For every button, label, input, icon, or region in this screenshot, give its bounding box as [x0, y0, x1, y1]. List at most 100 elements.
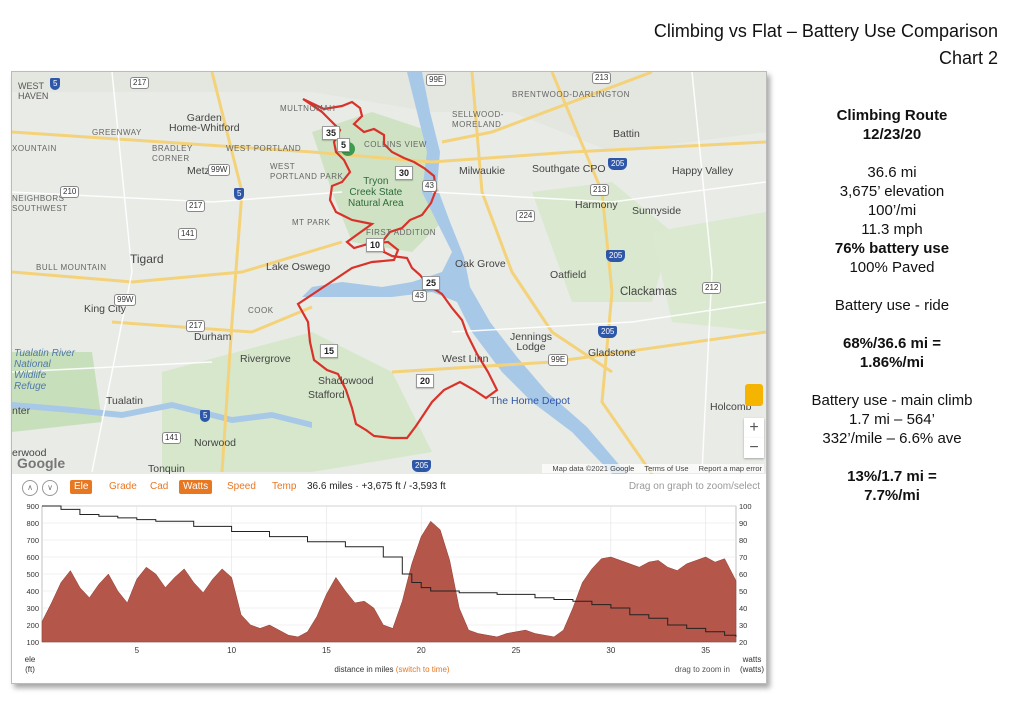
map-label-brentwood: BRENTWOOD-DARLINGTON — [512, 90, 630, 99]
elevation-profile-chart[interactable]: 900 800 700 600 500 400 300 200 100 100 90 80 70 60 50… — [12, 500, 766, 683]
tab-speed[interactable]: Speed — [227, 481, 256, 492]
mile-marker-15[interactable]: 15 — [320, 344, 339, 358]
map-label-gladstone: Gladstone — [588, 347, 636, 359]
x-axis-label: distance in miles — [334, 665, 393, 674]
route-elevation: 3,675’ elevation — [839, 183, 945, 200]
highway-shield-217: 217 — [130, 77, 150, 89]
climb-grade: 332’/mile – 6.6% ave — [822, 430, 962, 447]
map-label-clackamas: Clackamas — [620, 286, 677, 298]
ride-battery-calc-1: 68%/36.6 mi = — [843, 335, 941, 352]
map-label-first-addition: FIRST ADDITION — [366, 228, 436, 237]
climb-battery-heading: Battery use - main climb — [811, 392, 973, 409]
route-ft-per-mile: 100’/mi — [867, 202, 917, 219]
street-view-pegman-icon[interactable] — [745, 384, 763, 406]
map-label-west-haven: WEST HAVEN — [18, 81, 49, 101]
right-axis-label-1: watts — [742, 655, 762, 664]
map-label-rivergrove: Rivergrove — [240, 353, 291, 365]
y-tick-label-right: 100 — [739, 502, 752, 511]
map-label-tualatin: Tualatin — [106, 395, 143, 407]
y-tick-label-left: 900 — [26, 502, 39, 511]
highway-shield-224: 224 — [516, 210, 536, 222]
map-label-bradley-corner: BRADLEY CORNER — [152, 144, 193, 163]
zoom-hint: Drag on graph to zoom/select — [628, 481, 760, 492]
highway-shield-213: 213 — [590, 184, 610, 196]
watts-line — [42, 505, 737, 637]
climb-battery-calc-2: 7.7%/mi — [864, 487, 920, 504]
map-label-shadowood: Shadowood — [318, 375, 374, 387]
highway-shield-99w2: 99W — [114, 294, 137, 306]
tab-grade[interactable]: Grade — [109, 481, 137, 492]
prev-chevron-icon[interactable]: ∧ — [22, 480, 38, 496]
climb-distance: 1.7 mi – 564’ — [849, 411, 935, 428]
map-label-collins-view: COLLINS VIEW — [364, 140, 427, 149]
x-tick-label: 15 — [322, 646, 331, 655]
y-tick-label-left: 200 — [26, 621, 39, 630]
report-error-link[interactable]: Report a map error — [698, 464, 762, 473]
map-label-tonquin: Tonquin — [148, 463, 185, 474]
map-label-durham: Durham — [194, 331, 232, 343]
y-tick-label-right: 50 — [739, 587, 747, 596]
map-label-cook: COOK — [248, 306, 274, 315]
map-data-credit: Map data ©2021 Google — [552, 464, 635, 473]
y-tick-label-left: 300 — [26, 604, 39, 613]
route-stats-panel: Climbing Route 12/23/20 36.6 mi 3,675’ e… — [778, 106, 1006, 505]
map-label-west-linn: West Linn — [442, 353, 489, 365]
mile-marker-20[interactable]: 20 — [416, 374, 435, 388]
highway-shield-141b: 141 — [162, 432, 182, 444]
switch-to-time-link[interactable]: (switch to time) — [396, 665, 450, 674]
map-label-southgate: Southgate CPO — [532, 163, 606, 175]
map-label-garden-home: Garden Home-Whitford — [169, 112, 240, 134]
mile-marker-5[interactable]: 5 — [337, 138, 351, 152]
map-label-greenway: GREENWAY — [92, 128, 142, 137]
map-label-multnomah: MULTNOMAH — [280, 104, 336, 113]
highway-shield-212: 212 — [702, 282, 722, 294]
tab-ele[interactable]: Ele — [70, 480, 93, 494]
y-tick-label-right: 30 — [739, 621, 747, 630]
map-label-oak-grove: Oak Grove — [455, 258, 506, 270]
map-label-west-portland-park: WEST PORTLAND PARK — [270, 162, 344, 181]
x-tick-label: 25 — [512, 646, 521, 655]
map-label-center: nter — [12, 405, 31, 417]
route-date: 12/23/20 — [862, 126, 922, 143]
highway-shield-210: 210 — [60, 186, 80, 198]
y-tick-label-right: 70 — [739, 553, 747, 562]
y-tick-label-right: 90 — [739, 519, 747, 528]
willamette-river — [302, 72, 627, 474]
mile-marker-10[interactable]: 10 — [366, 238, 385, 252]
map-label-home-depot: The Home Depot — [490, 395, 570, 407]
highway-shield-i205: 205 — [608, 158, 628, 170]
highway-shield-141: 141 — [178, 228, 198, 240]
terms-link[interactable]: Terms of Use — [644, 464, 689, 473]
next-chevron-icon[interactable]: ∨ — [42, 480, 58, 496]
map-label-holcomb: Holcomb — [710, 401, 752, 413]
map-label-battin: Battin — [613, 128, 640, 140]
tab-cad[interactable]: Cad — [150, 481, 169, 492]
left-axis-label-1: ele — [25, 655, 36, 664]
elevation-area — [41, 520, 737, 643]
zoom-in-button[interactable]: + — [744, 418, 764, 438]
highway-shield-43b: 43 — [412, 290, 427, 302]
y-tick-label-right: 40 — [739, 604, 747, 613]
route-map[interactable]: WEST HAVEN Garden Home-Whitford GREENWAY B… — [12, 72, 766, 474]
mile-marker-35[interactable]: 35 — [322, 126, 341, 140]
map-label-tigard: Tigard — [130, 252, 164, 266]
route-name: Climbing Route — [836, 107, 948, 124]
tualatin-river — [12, 402, 312, 428]
route-surface: 100% Paved — [849, 259, 935, 276]
y-tick-label-right: 20 — [739, 638, 747, 647]
highway-shield-99e2: 99E — [426, 74, 447, 86]
highway-shield-i5c: 5 — [50, 78, 61, 90]
right-axis-label-2: (watts) — [740, 665, 764, 674]
tab-temp[interactable]: Temp — [272, 481, 297, 492]
map-label-neighbors: NEIGHBORS SOUTHWEST — [12, 194, 68, 213]
map-attribution: Map data ©2021 Google Terms of Use Repor… — [542, 464, 764, 473]
ride-battery-heading: Battery use - ride — [834, 297, 950, 314]
zoom-out-button[interactable]: − — [744, 438, 764, 458]
mile-marker-25[interactable]: 25 — [422, 276, 441, 290]
map-label-jennings-lodge: Jennings Lodge — [510, 331, 553, 353]
highway-shield-217c: 217 — [186, 320, 206, 332]
tab-watts[interactable]: Watts — [179, 480, 213, 494]
mile-marker-30[interactable]: 30 — [395, 166, 414, 180]
map-label-sellwood: SELLWOOD- MORELAND — [452, 110, 504, 129]
route-screenshot: WEST HAVEN Garden Home-Whitford GREENWAY B… — [11, 71, 767, 684]
